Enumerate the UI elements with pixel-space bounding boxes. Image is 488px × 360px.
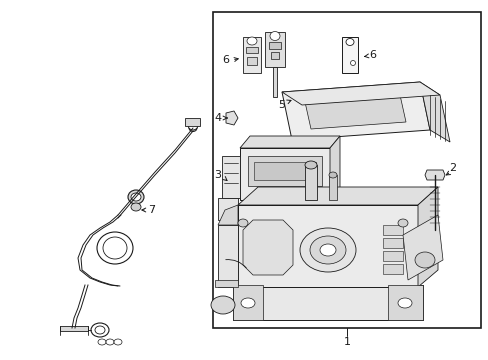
Ellipse shape — [241, 298, 254, 308]
Ellipse shape — [187, 120, 198, 130]
Ellipse shape — [91, 323, 109, 337]
Ellipse shape — [328, 172, 336, 178]
Ellipse shape — [103, 237, 127, 259]
Ellipse shape — [397, 219, 407, 227]
Polygon shape — [329, 136, 339, 200]
Polygon shape — [225, 111, 238, 125]
Bar — [279, 200, 288, 208]
Text: 6: 6 — [369, 50, 376, 60]
Polygon shape — [232, 285, 263, 320]
Ellipse shape — [97, 232, 133, 264]
Polygon shape — [218, 225, 238, 287]
Bar — [247, 156, 321, 186]
Bar — [295, 200, 305, 208]
Bar — [305, 165, 316, 200]
Polygon shape — [272, 67, 276, 97]
Polygon shape — [417, 187, 437, 287]
Ellipse shape — [299, 228, 355, 272]
Bar — [60, 326, 88, 331]
Bar — [246, 57, 257, 65]
Polygon shape — [341, 37, 357, 73]
Bar — [328, 175, 336, 200]
Polygon shape — [424, 170, 444, 180]
Text: 7: 7 — [148, 205, 155, 215]
Ellipse shape — [238, 219, 247, 227]
Polygon shape — [240, 148, 329, 200]
Ellipse shape — [98, 339, 106, 345]
Ellipse shape — [414, 252, 434, 268]
Polygon shape — [282, 82, 429, 140]
Polygon shape — [282, 82, 439, 105]
Ellipse shape — [269, 32, 280, 41]
Ellipse shape — [350, 60, 355, 66]
Polygon shape — [382, 264, 402, 274]
Polygon shape — [243, 37, 261, 73]
Ellipse shape — [131, 203, 141, 211]
Ellipse shape — [128, 190, 143, 204]
Text: 2: 2 — [448, 163, 456, 173]
Ellipse shape — [319, 244, 335, 256]
Ellipse shape — [131, 193, 141, 201]
Bar — [270, 52, 279, 59]
Polygon shape — [240, 136, 339, 148]
Ellipse shape — [106, 339, 114, 345]
Polygon shape — [402, 215, 442, 280]
Ellipse shape — [309, 236, 346, 264]
Ellipse shape — [246, 37, 257, 45]
Ellipse shape — [397, 298, 411, 308]
Ellipse shape — [114, 339, 122, 345]
Ellipse shape — [189, 125, 197, 131]
Text: 4: 4 — [214, 113, 221, 123]
Polygon shape — [232, 285, 422, 320]
Bar — [268, 42, 281, 49]
Text: 5: 5 — [278, 100, 285, 110]
Polygon shape — [222, 156, 240, 198]
Text: 6: 6 — [222, 55, 229, 65]
Polygon shape — [264, 32, 285, 67]
Polygon shape — [218, 198, 238, 220]
Bar — [312, 200, 323, 208]
Polygon shape — [218, 205, 238, 225]
Ellipse shape — [346, 39, 353, 45]
Ellipse shape — [305, 161, 316, 169]
Polygon shape — [382, 251, 402, 261]
Polygon shape — [238, 187, 437, 205]
Polygon shape — [184, 118, 200, 126]
Polygon shape — [419, 82, 449, 142]
Polygon shape — [215, 280, 238, 287]
Bar — [244, 200, 254, 208]
Polygon shape — [382, 225, 402, 235]
Text: 3: 3 — [214, 170, 221, 180]
Bar — [245, 47, 258, 53]
Polygon shape — [382, 238, 402, 248]
Bar — [262, 200, 271, 208]
Polygon shape — [243, 220, 292, 275]
Ellipse shape — [95, 326, 105, 334]
Bar — [213, 12, 480, 328]
Polygon shape — [238, 205, 417, 287]
Ellipse shape — [210, 296, 235, 314]
Polygon shape — [387, 285, 422, 320]
Bar — [253, 162, 315, 180]
Text: 1: 1 — [343, 337, 350, 347]
Polygon shape — [305, 95, 405, 129]
